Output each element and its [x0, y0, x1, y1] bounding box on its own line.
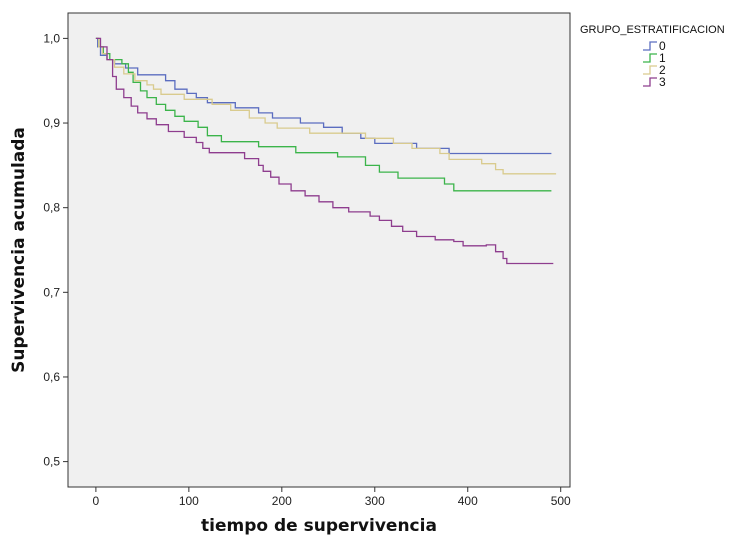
y-tick-label: 0,5 [43, 455, 60, 469]
legend-swatch-3 [643, 77, 657, 87]
x-axis-title: tiempo de supervivencia [201, 516, 437, 536]
y-tick-label: 1,0 [43, 31, 60, 45]
legend-swatch-1 [643, 53, 657, 63]
y-axis-title: Supervivencia acumulada [9, 127, 29, 373]
x-tick-label: 500 [551, 494, 571, 508]
x-tick-label: 400 [458, 494, 478, 508]
legend-label-3: 3 [659, 75, 666, 89]
legend-swatch-2 [643, 65, 657, 75]
legend-title: GRUPO_ESTRATIFICACION [580, 24, 725, 36]
series-line-3 [95, 37, 554, 265]
legend-swatch-0 [643, 41, 657, 51]
x-tick-label: 300 [365, 494, 385, 508]
legend-label-0: 0 [659, 39, 666, 53]
y-tick-label: 0,6 [43, 370, 60, 384]
y-tick-label: 0,8 [43, 201, 60, 215]
series-line-2 [95, 37, 557, 175]
legend-label-2: 2 [659, 63, 666, 77]
y-tick-label: 0,9 [43, 116, 60, 130]
x-tick-label: 100 [179, 494, 199, 508]
plot-area [67, 12, 571, 488]
x-axis: 0 100 200 300 400 500 [93, 487, 571, 508]
x-tick-label: 200 [272, 494, 292, 508]
y-axis: 0,5 0,6 0,7 0,8 0,9 1,0 [43, 31, 68, 469]
y-tick-label: 0,7 [43, 285, 60, 299]
legend-label-1: 1 [659, 51, 666, 65]
series-line-1 [95, 37, 552, 192]
series-layer [95, 37, 557, 265]
x-tick-label: 0 [93, 494, 100, 508]
